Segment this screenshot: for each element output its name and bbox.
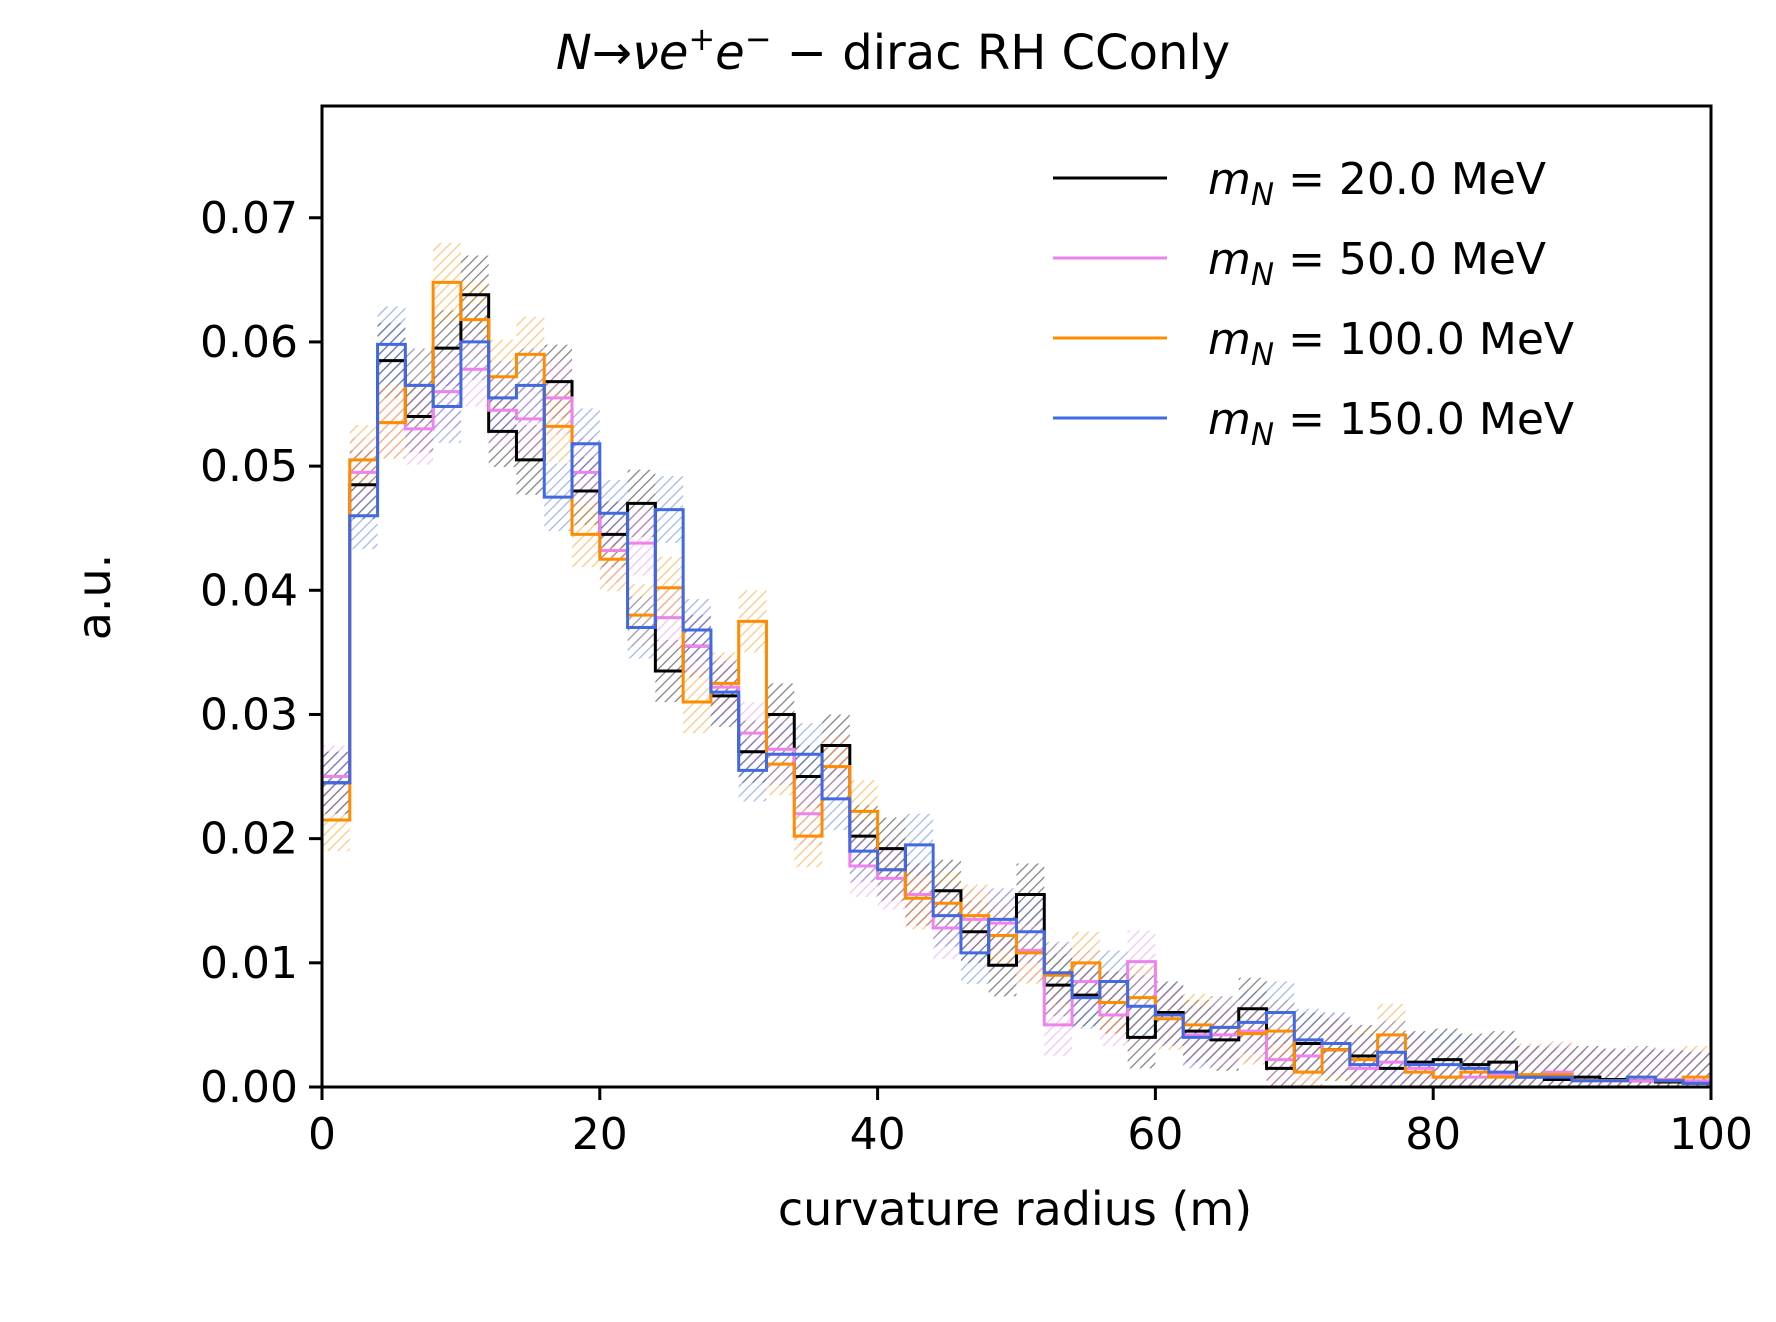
legend-subscript: N (1251, 417, 1274, 453)
x-tick-label: 0 (308, 1109, 336, 1160)
legend-entry-3: mN = 150.0 MeV (1053, 394, 1574, 453)
legend-label: mN = 50.0 MeV (1208, 234, 1546, 293)
y-tick-label: 0.03 (200, 689, 298, 740)
error-band (1488, 1041, 1517, 1087)
legend-symbol: m (1208, 234, 1251, 285)
y-tick-label: 0.02 (200, 814, 298, 865)
title-main: N→νe (556, 25, 688, 81)
title-sup-plus: + (688, 20, 715, 58)
legend-label: mN = 20.0 MeV (1208, 154, 1546, 213)
legend-value: = 50.0 MeV (1274, 234, 1546, 285)
legend-entry-2: mN = 100.0 MeV (1053, 314, 1574, 373)
legend-symbol: m (1208, 394, 1251, 445)
title-sup-minus: − (745, 20, 772, 58)
legend-value: = 150.0 MeV (1274, 394, 1574, 445)
series-line-2 (322, 280, 1711, 1083)
legend-label: mN = 150.0 MeV (1208, 394, 1574, 453)
chart-title: N→νe+e− − dirac RH CConly (556, 20, 1230, 81)
plot-frame (320, 104, 1713, 1089)
x-tick-label: 100 (1669, 1109, 1753, 1160)
y-tick-label: 0.06 (200, 317, 298, 368)
x-tick-label: 80 (1405, 1109, 1461, 1160)
legend-subscript: N (1251, 257, 1274, 293)
x-tick-label: 20 (572, 1109, 628, 1160)
y-tick-label: 0.07 (200, 193, 298, 244)
legend-subscript: N (1251, 337, 1274, 373)
series-lines (322, 280, 1711, 1085)
legend-label: mN = 100.0 MeV (1208, 314, 1574, 373)
legend-value: = 20.0 MeV (1274, 154, 1546, 205)
legend-value: = 100.0 MeV (1274, 314, 1574, 365)
title-mid: e (715, 25, 745, 81)
error-band (1460, 1037, 1489, 1087)
y-tick-label: 0.00 (200, 1062, 298, 1113)
x-axis-label: curvature radius (m) (778, 1182, 1252, 1236)
x-axis: 0 20 40 60 80 100 (308, 1087, 1753, 1160)
legend-symbol: m (1208, 154, 1251, 205)
x-tick-label: 40 (850, 1109, 906, 1160)
title-rest: − dirac RH CConly (772, 25, 1231, 81)
legend-subscript: N (1251, 177, 1274, 213)
legend-entry-1: mN = 50.0 MeV (1053, 234, 1546, 293)
y-tick-label: 0.01 (200, 938, 298, 989)
series-line-3 (322, 340, 1711, 1085)
y-axis-label: a.u. (67, 554, 121, 641)
legend-entry-0: mN = 20.0 MeV (1053, 154, 1546, 213)
legend-symbol: m (1208, 314, 1251, 365)
error-band (1516, 1046, 1545, 1087)
y-tick-label: 0.05 (200, 441, 298, 492)
x-tick-label: 60 (1127, 1109, 1183, 1160)
y-tick-label: 0.04 (200, 565, 298, 616)
y-axis: 0.00 0.01 0.02 0.03 0.04 0.05 0.06 0.07 (200, 193, 322, 1113)
error-band (1405, 1033, 1434, 1087)
